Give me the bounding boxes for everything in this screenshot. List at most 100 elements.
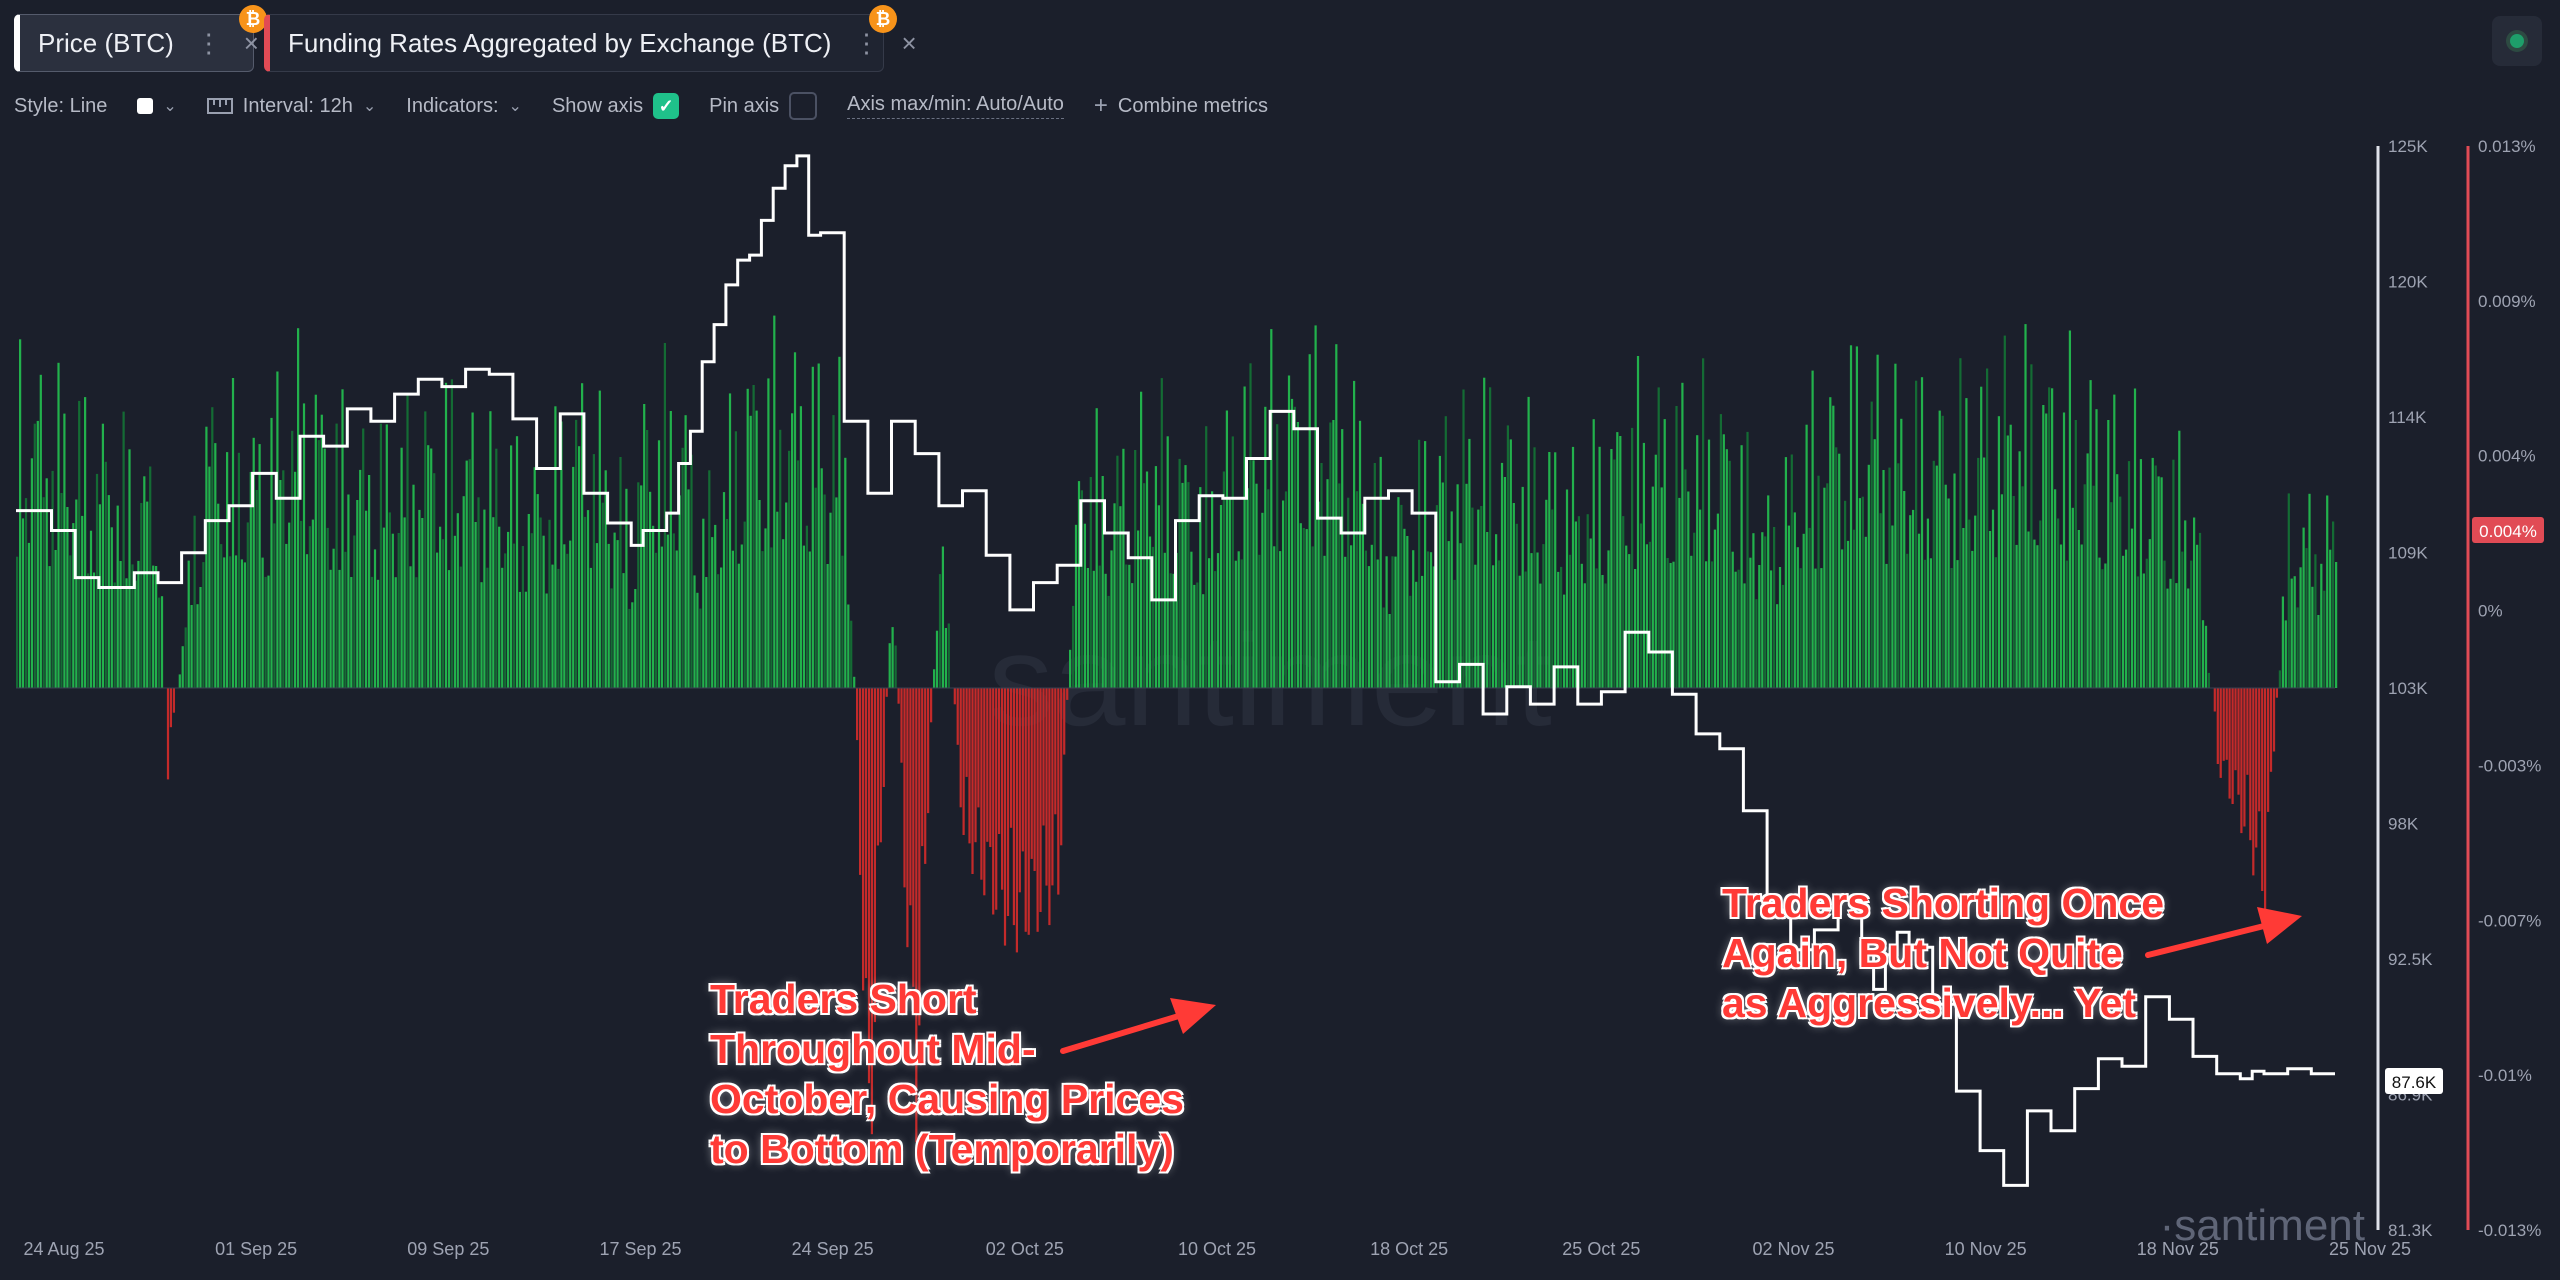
funding-bar — [1492, 565, 1495, 688]
funding-bar — [776, 511, 779, 688]
funding-bar — [1773, 527, 1776, 688]
funding-bar — [2187, 588, 2190, 688]
funding-bar — [1184, 465, 1187, 688]
funding-tick-label: -0.003% — [2478, 756, 2541, 775]
funding-bar — [1651, 486, 1654, 688]
funding-bar — [2054, 489, 2057, 688]
funding-bar — [690, 454, 693, 688]
funding-bar — [1335, 344, 1338, 688]
funding-bar — [335, 423, 338, 688]
funding-bar — [24, 498, 28, 688]
funding-bar — [1542, 544, 1545, 688]
chart-area[interactable]: santiment 125K120K114K109K103K98K92.5K86… — [0, 130, 2560, 1280]
funding-bar — [2101, 569, 2104, 688]
funding-bar — [483, 509, 486, 688]
funding-bar — [1338, 483, 1341, 688]
color-select[interactable]: ⌄ — [137, 96, 177, 116]
funding-bar — [2024, 324, 2027, 688]
funding-bar — [1574, 521, 1578, 688]
tab-price-btc[interactable]: Price (BTC) ⋮ × ₿ — [14, 5, 267, 72]
funding-bar — [888, 643, 891, 688]
checkbox-checked-icon[interactable]: ✓ — [653, 93, 680, 119]
funding-bar — [2204, 625, 2208, 688]
funding-bar — [572, 466, 575, 688]
funding-bar — [2261, 688, 2264, 891]
funding-bar — [675, 550, 678, 688]
funding-bar — [2207, 672, 2211, 688]
tab-funding-rates[interactable]: Funding Rates Aggregated by Exchange (BT… — [264, 5, 917, 72]
funding-bar — [1379, 456, 1382, 688]
funding-bar — [1619, 436, 1622, 688]
funding-bar — [1290, 398, 1294, 688]
funding-bar — [1373, 463, 1376, 688]
funding-bar — [1941, 415, 1944, 688]
funding-bar — [746, 388, 749, 688]
funding-bar — [1660, 487, 1663, 688]
funding-bar — [2142, 573, 2145, 688]
funding-bar — [2145, 558, 2148, 688]
funding-bar — [1246, 488, 1249, 688]
funding-bar — [1873, 439, 1876, 688]
funding-bar — [1077, 481, 1081, 688]
funding-bar — [1628, 554, 1631, 688]
funding-bar — [838, 356, 841, 688]
funding-bar — [1515, 523, 1518, 688]
funding-bar — [870, 688, 874, 1135]
funding-bar — [308, 526, 312, 688]
funding-bar — [465, 460, 468, 688]
axis-maxmin-select[interactable]: Axis max/min: Auto/Auto — [847, 93, 1064, 119]
funding-bar — [2068, 330, 2072, 688]
funding-bar — [740, 544, 743, 688]
funding-bar — [471, 412, 474, 688]
combine-metrics-button[interactable]: + Combine metrics — [1094, 92, 1268, 120]
funding-bar — [320, 414, 323, 688]
funding-bar — [986, 688, 989, 842]
funding-bar — [397, 533, 400, 688]
status-button[interactable] — [2492, 16, 2542, 66]
funding-bar — [249, 472, 252, 688]
funding-bar — [2027, 531, 2030, 688]
funding-bar — [894, 645, 897, 688]
funding-bar — [1690, 555, 1693, 688]
funding-bar — [524, 591, 528, 688]
current-funding-label: 0.004% — [2472, 517, 2544, 543]
funding-bar — [731, 550, 735, 688]
funding-bar — [782, 539, 785, 688]
more-options-icon[interactable]: ⋮ — [853, 27, 880, 58]
funding-bar — [2116, 474, 2119, 688]
funding-bar — [953, 688, 956, 705]
funding-bar — [403, 517, 406, 688]
show-axis-toggle[interactable]: Show axis ✓ — [552, 93, 680, 119]
funding-bar — [1074, 524, 1078, 688]
price-tick-label: 114K — [2388, 408, 2427, 427]
funding-bar — [2119, 496, 2122, 688]
funding-bar — [2175, 583, 2178, 688]
funding-bar — [796, 460, 800, 688]
funding-bar — [2071, 507, 2074, 688]
funding-bar — [767, 378, 770, 688]
close-icon[interactable]: × — [901, 27, 917, 58]
pin-axis-toggle[interactable]: Pin axis — [709, 92, 818, 120]
funding-bar — [1151, 546, 1155, 688]
funding-bar — [601, 502, 604, 688]
funding-bar — [1258, 554, 1261, 688]
funding-bar — [2092, 485, 2095, 688]
funding-bar — [859, 688, 862, 875]
funding-bar — [1808, 527, 1811, 688]
interval-select[interactable]: Interval: 12h ⌄ — [206, 95, 376, 118]
funding-bar — [501, 567, 504, 688]
more-options-icon[interactable]: ⋮ — [195, 27, 222, 58]
annotation-line: Traders Short — [710, 976, 977, 1022]
funding-bar — [1057, 688, 1060, 895]
indicators-select[interactable]: Indicators: ⌄ — [406, 95, 522, 118]
funding-bar — [1006, 688, 1010, 916]
close-icon[interactable]: × — [243, 27, 259, 58]
funding-bar — [974, 688, 977, 843]
style-select[interactable]: Style: Line — [14, 95, 107, 118]
checkbox-unchecked-icon[interactable] — [789, 92, 818, 120]
indicators-label: Indicators: — [406, 94, 499, 117]
funding-bar — [835, 497, 838, 688]
funding-bar — [764, 528, 767, 688]
funding-bar — [305, 554, 309, 688]
watermark-corner: ·santiment — [2160, 1201, 2365, 1250]
